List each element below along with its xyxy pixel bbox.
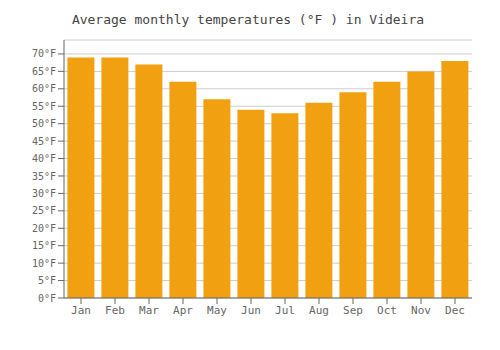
svg-text:Oct: Oct: [377, 304, 397, 317]
svg-text:50°F: 50°F: [32, 118, 56, 129]
html-text:Average monthly temperatures (: Average monthly temperatures (°F ) in Vi…: [71, 12, 425, 27]
svg-text:0°F: 0°F: [38, 293, 56, 304]
svg-text:Mar: Mar: [139, 304, 159, 317]
svg-text:Jul: Jul: [275, 304, 295, 317]
svg-text:Feb: Feb: [105, 304, 125, 317]
svg-text:35°F: 35°F: [32, 171, 56, 182]
svg-text:Nov: Nov: [411, 304, 431, 317]
svg-text:10°F: 10°F: [32, 258, 56, 269]
svg-text:May: May: [207, 304, 227, 317]
svg-text:40°F: 40°F: [32, 153, 56, 164]
svg-text:60°F: 60°F: [32, 83, 56, 94]
svg-text:45°F: 45°F: [32, 136, 56, 147]
svg-text:30°F: 30°F: [32, 188, 56, 199]
svg-text:70°F: 70°F: [32, 48, 56, 59]
svg-text:65°F: 65°F: [32, 66, 56, 77]
svg-text:Jun: Jun: [241, 304, 261, 317]
svg-text:15°F: 15°F: [32, 240, 56, 251]
svg-text:Aug: Aug: [309, 304, 329, 317]
svg-text:20°F: 20°F: [32, 223, 56, 234]
svg-text:55°F: 55°F: [32, 101, 56, 112]
svg-text:Dec: Dec: [445, 304, 465, 317]
svg-text:Apr: Apr: [173, 304, 193, 317]
svg-text:Sep: Sep: [343, 304, 363, 317]
svg-text:Jan: Jan: [71, 304, 91, 317]
svg-text:5°F: 5°F: [38, 275, 56, 286]
svg-text:25°F: 25°F: [32, 205, 56, 216]
